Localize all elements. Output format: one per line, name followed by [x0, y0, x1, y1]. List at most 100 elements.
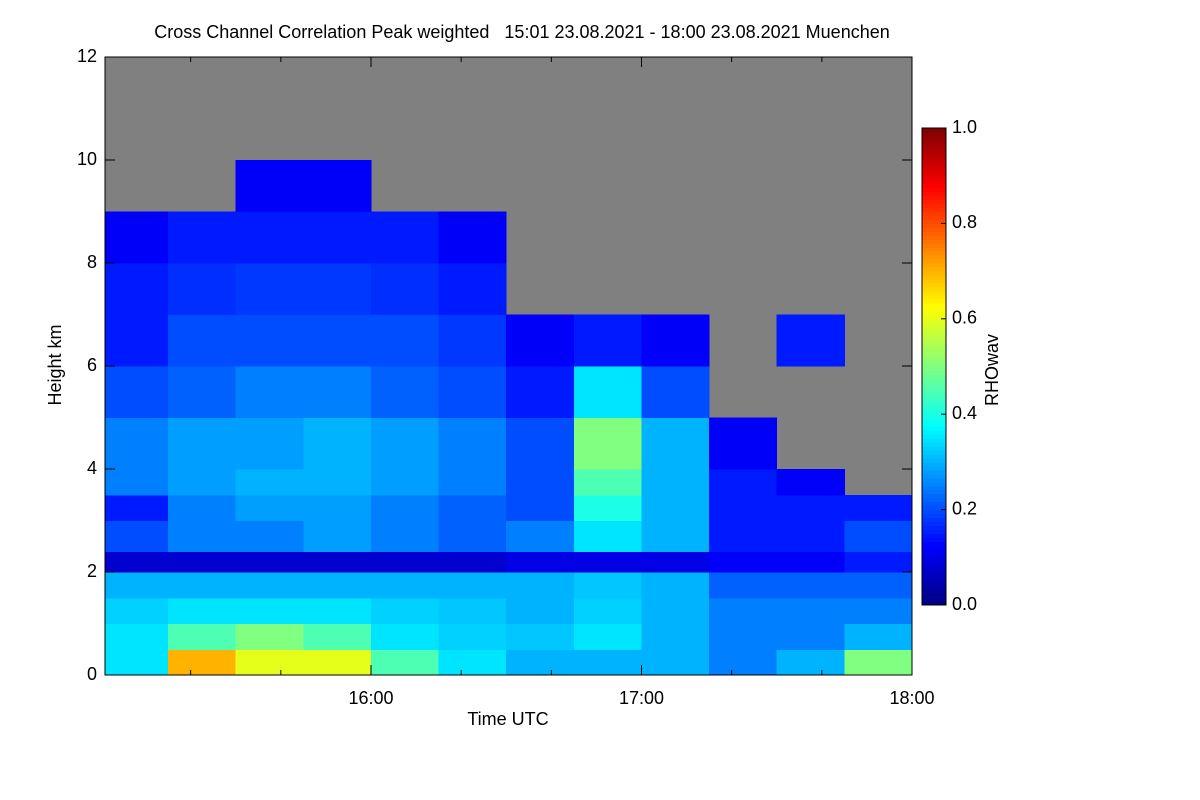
colorbar-segment: [922, 215, 946, 220]
y-tick-label: 10: [77, 149, 97, 169]
heatmap-cell: [573, 366, 642, 418]
colorbar-segment: [922, 533, 946, 538]
heatmap-cell: [105, 551, 169, 573]
heatmap-cell: [303, 572, 372, 599]
heatmap-cell: [303, 551, 372, 573]
y-axis-label: Height km: [45, 324, 65, 405]
colorbar-segment: [922, 287, 946, 292]
colorbar-frame: [921, 127, 947, 606]
heatmap-cell: [105, 366, 169, 418]
colorbar-segment: [922, 465, 946, 471]
heatmap-cell: [168, 417, 237, 470]
heatmap-cell: [438, 551, 507, 573]
x-tick-label: 17:00: [619, 688, 664, 708]
heatmap-cell: [709, 551, 778, 573]
colorbar-segment: [922, 326, 946, 332]
heatmap-cell: [844, 597, 913, 624]
heatmap-cell: [370, 649, 440, 676]
colorbar-segment: [922, 195, 946, 201]
heatmap-cell: [506, 314, 575, 367]
heatmap-cell: [506, 520, 575, 552]
heatmap-cell: [370, 211, 440, 264]
heatmap-cell: [235, 263, 304, 315]
heatmap-cell: [641, 623, 710, 650]
heatmap-cell: [573, 520, 642, 552]
colorbar-segment: [922, 561, 946, 566]
colorbar-segment: [922, 493, 946, 499]
heatmap-cell: [641, 520, 710, 552]
heatmap-cell: [235, 597, 304, 624]
heatmap-cell: [105, 572, 169, 599]
colorbar-segment: [922, 191, 946, 197]
heatmap-cell: [844, 649, 913, 676]
colorbar-segment: [922, 342, 946, 348]
heatmap-cell: [370, 520, 440, 552]
heatmap-cell: [303, 211, 372, 264]
colorbar-segment: [922, 203, 946, 208]
colorbar-segment: [922, 549, 946, 554]
colorbar-segment: [922, 143, 946, 149]
colorbar-segment: [922, 243, 946, 248]
heatmap-cell: [168, 469, 237, 496]
heatmap-cell: [573, 649, 642, 676]
heatmap-cell: [438, 417, 507, 470]
heatmap-cell: [573, 572, 642, 599]
heatmap-cell: [641, 572, 710, 599]
heatmap-cell: [776, 597, 845, 624]
heatmap-cell: [438, 314, 507, 367]
colorbar-segment: [922, 469, 946, 475]
heatmap-cell: [370, 314, 440, 367]
heatmap-cell: [235, 211, 304, 264]
colorbar-segment: [922, 147, 946, 153]
chart-title: Cross Channel Correlation Peak weighted …: [154, 22, 890, 42]
colorbar-tick-label: 0.6: [952, 308, 977, 328]
heatmap-cell: [235, 649, 304, 676]
colorbar-segment: [922, 330, 946, 336]
heatmap-cell: [303, 649, 372, 676]
colorbar-segment: [922, 338, 946, 344]
colorbar-segment: [922, 406, 946, 411]
x-tick-label: 18:00: [889, 688, 934, 708]
heatmap-cell: [776, 520, 845, 552]
colorbar-segment: [922, 159, 946, 165]
heatmap-cell: [709, 469, 778, 496]
heatmap-cell: [709, 623, 778, 650]
colorbar-segment: [922, 306, 946, 312]
heatmap-cell: [641, 494, 710, 521]
heatmap-cell: [235, 494, 304, 521]
heatmap-cell: [303, 520, 372, 552]
heatmap-cell: [709, 597, 778, 624]
colorbar-segment: [922, 525, 946, 530]
colorbar-segment: [922, 501, 946, 507]
colorbar-segment: [922, 354, 946, 360]
heatmap-cell: [370, 572, 440, 599]
heatmap-cell: [105, 494, 169, 521]
heatmap-cell: [573, 314, 642, 367]
heatmap-cell: [105, 314, 169, 367]
colorbar-segment: [922, 601, 946, 606]
colorbar-segment: [922, 322, 946, 328]
heatmap-cell: [844, 494, 913, 521]
heatmap-cell: [641, 597, 710, 624]
heatmap-cell: [506, 417, 575, 470]
y-tick-label: 6: [87, 355, 97, 375]
colorbar-segment: [922, 593, 946, 598]
heatmap-cell: [844, 572, 913, 599]
heatmap-cell: [709, 572, 778, 599]
colorbar-segment: [922, 247, 946, 252]
colorbar-segment: [922, 163, 946, 169]
heatmap-cell: [235, 314, 304, 367]
heatmap-cell: [303, 160, 372, 212]
heatmap-cell: [709, 417, 778, 470]
heatmap-cell: [370, 417, 440, 470]
heatmap-cell: [303, 494, 372, 521]
heatmap-cell: [235, 551, 304, 573]
colorbar-segment: [922, 155, 946, 161]
colorbar-segment: [922, 573, 946, 578]
colorbar-segment: [922, 537, 946, 542]
colorbar-segment: [922, 227, 946, 232]
heatmap-cell: [168, 314, 237, 367]
colorbar-segment: [922, 374, 946, 379]
y-tick-label: 8: [87, 252, 97, 272]
colorbar-segment: [922, 418, 946, 423]
